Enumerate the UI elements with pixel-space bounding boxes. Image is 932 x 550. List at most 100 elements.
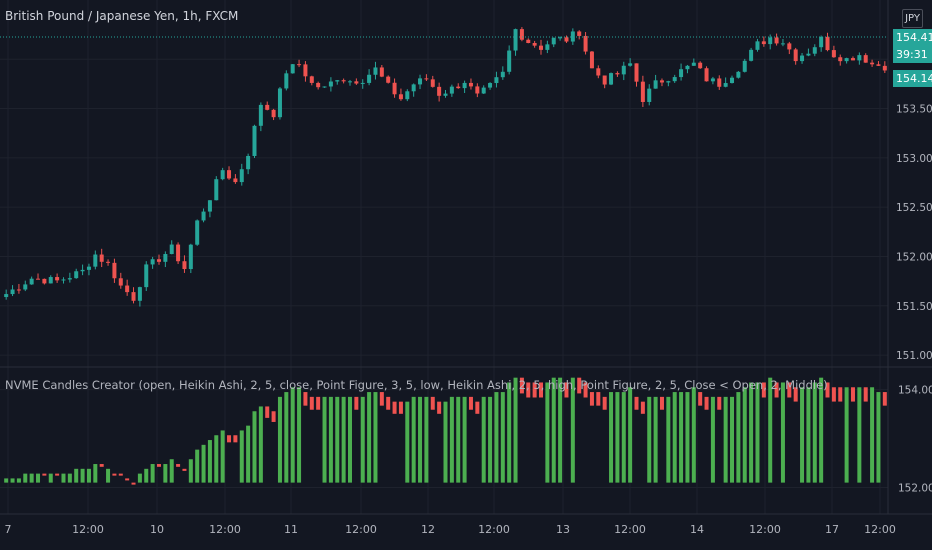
candle-body (825, 36, 830, 51)
candle-body (634, 63, 639, 82)
chart-title: British Pound / Japanese Yen, 1h, FXCM (5, 9, 239, 23)
indicator-bar (443, 401, 448, 483)
candle-body (539, 45, 544, 50)
candle-body (742, 60, 747, 72)
indicator-bar (831, 387, 836, 402)
candle-body (507, 50, 512, 72)
indicator-bar (182, 468, 187, 471)
candle-body (615, 73, 620, 75)
indicator-bar (430, 396, 435, 410)
candle-body (519, 29, 524, 40)
indicator-bar (621, 392, 626, 483)
indicator-bar (564, 382, 569, 398)
indicator-bar (666, 396, 671, 483)
indicator-bar (488, 396, 493, 483)
indicator-bar (704, 396, 709, 410)
indicator-bar (545, 382, 550, 483)
candle-body (99, 254, 104, 262)
indicator-bar (74, 468, 79, 483)
candle-body (679, 69, 684, 78)
candle-body (793, 49, 798, 62)
candle-body (284, 73, 289, 89)
indicator-bar (80, 468, 85, 483)
candle-body (602, 75, 607, 85)
x-tick-label: 12:00 (864, 523, 896, 536)
candle-body (532, 42, 537, 46)
candle-body (367, 74, 372, 83)
candle-body (500, 71, 505, 78)
indicator-bar (551, 377, 556, 483)
candle-body (309, 76, 314, 83)
indicator-bar (685, 392, 690, 483)
indicator-bar (290, 387, 295, 483)
candle-body (239, 169, 244, 183)
candle-body (4, 294, 9, 298)
candle-body (335, 80, 340, 82)
candle-body (271, 109, 276, 118)
indicator-bar (424, 396, 429, 483)
indicator-bar (507, 382, 512, 483)
candle-body (876, 64, 881, 66)
indicator-bar (870, 387, 875, 483)
candle-body (723, 83, 728, 87)
candle-body (800, 55, 805, 62)
indicator-bar (93, 464, 98, 483)
indicator-bar (418, 396, 423, 483)
candle-body (577, 31, 582, 36)
indicator-bar (494, 392, 499, 483)
candle-body (67, 278, 72, 280)
x-tick-label: 12:00 (345, 523, 377, 536)
indicator-bar (437, 401, 442, 414)
x-tick-label: 12 (421, 523, 435, 536)
candle-body (16, 289, 21, 291)
candle-body (653, 80, 658, 89)
y-tick-label: 151.500 (896, 301, 932, 313)
indicator-title: NVME Candles Creator (open, Heikin Ashi,… (5, 378, 828, 392)
candle-body (628, 63, 633, 66)
indicator-bar (392, 401, 397, 414)
candle-body (290, 64, 295, 74)
indicator-bar (398, 401, 403, 414)
indicator-bar (698, 392, 703, 406)
candle-body (468, 82, 473, 87)
indicator-bar (672, 392, 677, 483)
candle-body (831, 50, 836, 58)
indicator-bar (812, 382, 817, 483)
candle-body (462, 82, 467, 89)
candle-body (666, 81, 671, 83)
indicator-bar (570, 377, 575, 483)
indicator-bar (303, 392, 308, 406)
indicator-bar (519, 377, 524, 394)
indicator-bar (246, 425, 251, 483)
candle-body (341, 80, 346, 82)
indicator-bar (118, 473, 123, 476)
indicator-bar (405, 401, 410, 483)
indicator-bar (328, 396, 333, 483)
y-tick-label: 152.500 (896, 202, 932, 214)
indicator-bars (4, 377, 887, 485)
indicator-bar (659, 396, 664, 410)
candle-body (297, 64, 302, 66)
x-tick-label: 12:00 (209, 523, 241, 536)
candle-body (456, 86, 461, 89)
candle-body (360, 82, 365, 84)
indicator-bar (780, 382, 785, 483)
indicator-bar (48, 473, 53, 483)
candle-body (481, 87, 486, 94)
candle-body (227, 170, 232, 179)
indicator-bar (297, 387, 302, 483)
candle-body (494, 77, 499, 84)
currency-badge[interactable]: JPY (902, 9, 923, 28)
indicator-bar (16, 478, 21, 483)
indicator-bar (252, 411, 257, 483)
indicator-bar (367, 392, 372, 483)
indicator-bar (513, 377, 518, 483)
price-candles (4, 27, 887, 307)
candle-body (373, 67, 378, 75)
indicator-bar (628, 387, 633, 483)
indicator-bar (316, 396, 321, 410)
indicator-bar (793, 387, 798, 402)
axes: 151.000 151.500 152.000 152.500 153.000 153.5… (0, 0, 932, 536)
candle-body (252, 125, 257, 156)
